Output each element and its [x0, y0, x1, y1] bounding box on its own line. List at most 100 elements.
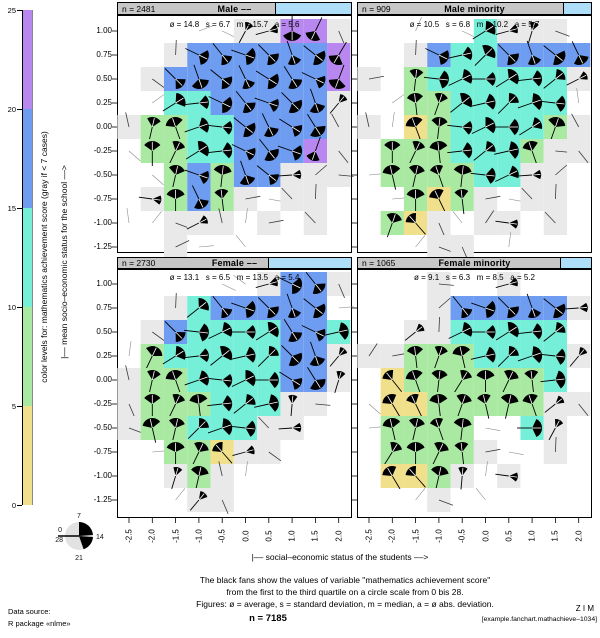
panel-n-count: n = 909 — [362, 3, 391, 14]
panel-n-count: n = 2730 — [122, 258, 156, 268]
fan-scale-legend: 7 14 21 0 28 — [55, 513, 104, 562]
colorbar-tick-label: 25 — [7, 6, 16, 15]
colorbar-tick-label: 10 — [7, 303, 16, 312]
colorbar-tick — [17, 504, 22, 506]
colorbar-segment — [23, 208, 32, 307]
panel-n-strip — [275, 3, 351, 14]
x-tick-label: -0.5 — [457, 529, 467, 543]
x-tick-label: 2.0 — [334, 530, 344, 542]
x-tick-label: -2.5 — [124, 529, 134, 543]
x-tick-label: -1.5 — [171, 529, 181, 543]
x-tick-label: 0.0 — [481, 530, 490, 542]
y-tick-label: 1.00 — [96, 279, 112, 288]
colorbar-tick-label: 0 — [11, 501, 16, 510]
panel-male-minority-plot: ø = 10.5 s = 6.8 m = 10.2 a = 5.7 — [352, 15, 592, 261]
y-tick-label: -0.25 — [93, 399, 112, 408]
panel-male-header: Male –– n = 2481 — [117, 2, 352, 15]
colorbar-label: color levels for: mathematics achievemen… — [39, 131, 49, 383]
y-tick-label: -1.25 — [93, 242, 112, 251]
y-tick-label: 0.50 — [96, 74, 112, 83]
x-tick-label: 1.0 — [527, 530, 537, 542]
y-tick-label: 0.25 — [96, 351, 112, 360]
colorbar-segment — [23, 307, 32, 406]
x-tick-label: 2.0 — [574, 530, 584, 542]
y-tick-label: -0.50 — [93, 423, 112, 432]
panel-female-minority-plot: ø = 9.1 s = 6.3 m = 8.5 a = 5.2 — [352, 269, 592, 523]
panel-male-minority-header: Male minority n = 909 — [357, 2, 592, 15]
caption-line-2: from the first to the third quartile on … — [226, 587, 464, 597]
colorbar-tick-label: 5 — [11, 402, 16, 411]
x-tick-label: 0.0 — [241, 530, 250, 542]
x-tick-label: 1.5 — [550, 530, 560, 542]
panel-n-strip — [563, 3, 591, 14]
y-tick-label: 0.75 — [96, 303, 112, 312]
panel-female-plot: ø = 13.1 s = 6.5 m = 13.5 a = 5.4 — [112, 269, 354, 523]
y-tick-label: 0.75 — [96, 50, 112, 59]
x-tick-label: -1.0 — [194, 529, 204, 543]
x-tick-label: -1.5 — [411, 529, 421, 543]
credit: Z I M — [575, 604, 594, 613]
colorbar-tick — [17, 306, 22, 308]
x-tick-label: -0.5 — [217, 529, 227, 543]
figure-reference: [example.fanchart.mathachieve–1034] — [481, 616, 597, 623]
y-tick-label: -1.00 — [93, 471, 112, 480]
x-tick-label: 0.5 — [504, 530, 514, 542]
y-tick-label: -0.25 — [93, 146, 112, 155]
panel-n-count: n = 1065 — [362, 258, 396, 268]
panel-stats: ø = 10.5 s = 6.8 m = 10.2 a = 5.7 — [410, 20, 540, 29]
y-tick-label: -0.75 — [93, 447, 112, 456]
colorbar-tick-label: 15 — [7, 204, 16, 213]
y-tick-label: -1.00 — [93, 218, 112, 227]
caption-line-1: The black fans show the values of variab… — [199, 575, 491, 585]
y-axis-label: |–– mean socio–economic status for the s… — [59, 165, 69, 359]
x-tick-label: 0.5 — [264, 530, 274, 542]
x-tick-label: -1.0 — [434, 529, 444, 543]
colorbar-segment — [23, 406, 32, 505]
panel-n-strip — [560, 258, 591, 268]
data-source-label: Data source: — [8, 607, 51, 616]
colorbar-tick-label: 20 — [7, 105, 16, 114]
x-tick-label: 1.5 — [310, 530, 320, 542]
panel-title: Female minority — [438, 258, 511, 268]
total-n: n = 7185 — [249, 613, 287, 624]
panel-stats: ø = 9.1 s = 6.3 m = 8.5 a = 5.2 — [414, 273, 536, 282]
fan-legend-tick-label: 7 — [77, 513, 81, 520]
data-source-value: R package «nlme» — [8, 619, 71, 628]
fan-legend-tick-label: 28 — [55, 537, 63, 544]
x-tick-label: 1.0 — [287, 530, 297, 542]
x-tick-label: -2.0 — [147, 529, 157, 543]
fan-legend-tick-label: 0 — [58, 527, 62, 534]
panel-stats: ø = 14.8 s = 6.7 m = 15.7 a = 5.6 — [170, 20, 300, 29]
y-tick-label: -1.25 — [93, 495, 112, 504]
panel-female-header: Female –– n = 2730 — [117, 257, 352, 269]
panel-title: Male –– — [217, 3, 252, 14]
fan-legend-tick-label: 14 — [96, 534, 104, 541]
panel-n-count: n = 2481 — [122, 3, 156, 14]
y-tick-label: 0.00 — [96, 375, 112, 384]
x-tick-label: -2.0 — [387, 529, 397, 543]
panel-title: Male minority — [444, 3, 505, 14]
x-tick-label: -2.5 — [364, 529, 374, 543]
colorbar-tick — [17, 207, 22, 209]
x-axis-label: |–– social–economic status of the studen… — [251, 552, 429, 562]
colorbar-tick — [17, 9, 22, 11]
colorbar-segment — [23, 109, 32, 208]
y-tick-label: 0.00 — [96, 122, 112, 131]
colorbar-segment — [23, 10, 32, 109]
y-tick-label: 0.25 — [96, 98, 112, 107]
fan-legend-tick-label: 21 — [75, 555, 83, 562]
colorbar-tick — [17, 108, 22, 110]
colorbar-tick — [17, 405, 22, 407]
y-tick-label: 0.50 — [96, 327, 112, 336]
panel-stats: ø = 13.1 s = 6.5 m = 13.5 a = 5.4 — [170, 273, 300, 282]
y-tick-label: -0.75 — [93, 194, 112, 203]
panel-title: Female –– — [211, 258, 258, 268]
y-tick-label: 1.00 — [96, 26, 112, 35]
panel-female-minority-header: Female minority n = 1065 — [357, 257, 592, 269]
caption-line-3: Figures: ø = average, s = standard devia… — [196, 599, 494, 609]
panel-male-plot: ø = 14.8 s = 6.7 m = 15.7 a = 5.6 — [112, 15, 354, 259]
y-tick-label: -0.50 — [93, 170, 112, 179]
colorbar-gradient — [22, 10, 33, 505]
panel-n-strip — [268, 258, 351, 268]
